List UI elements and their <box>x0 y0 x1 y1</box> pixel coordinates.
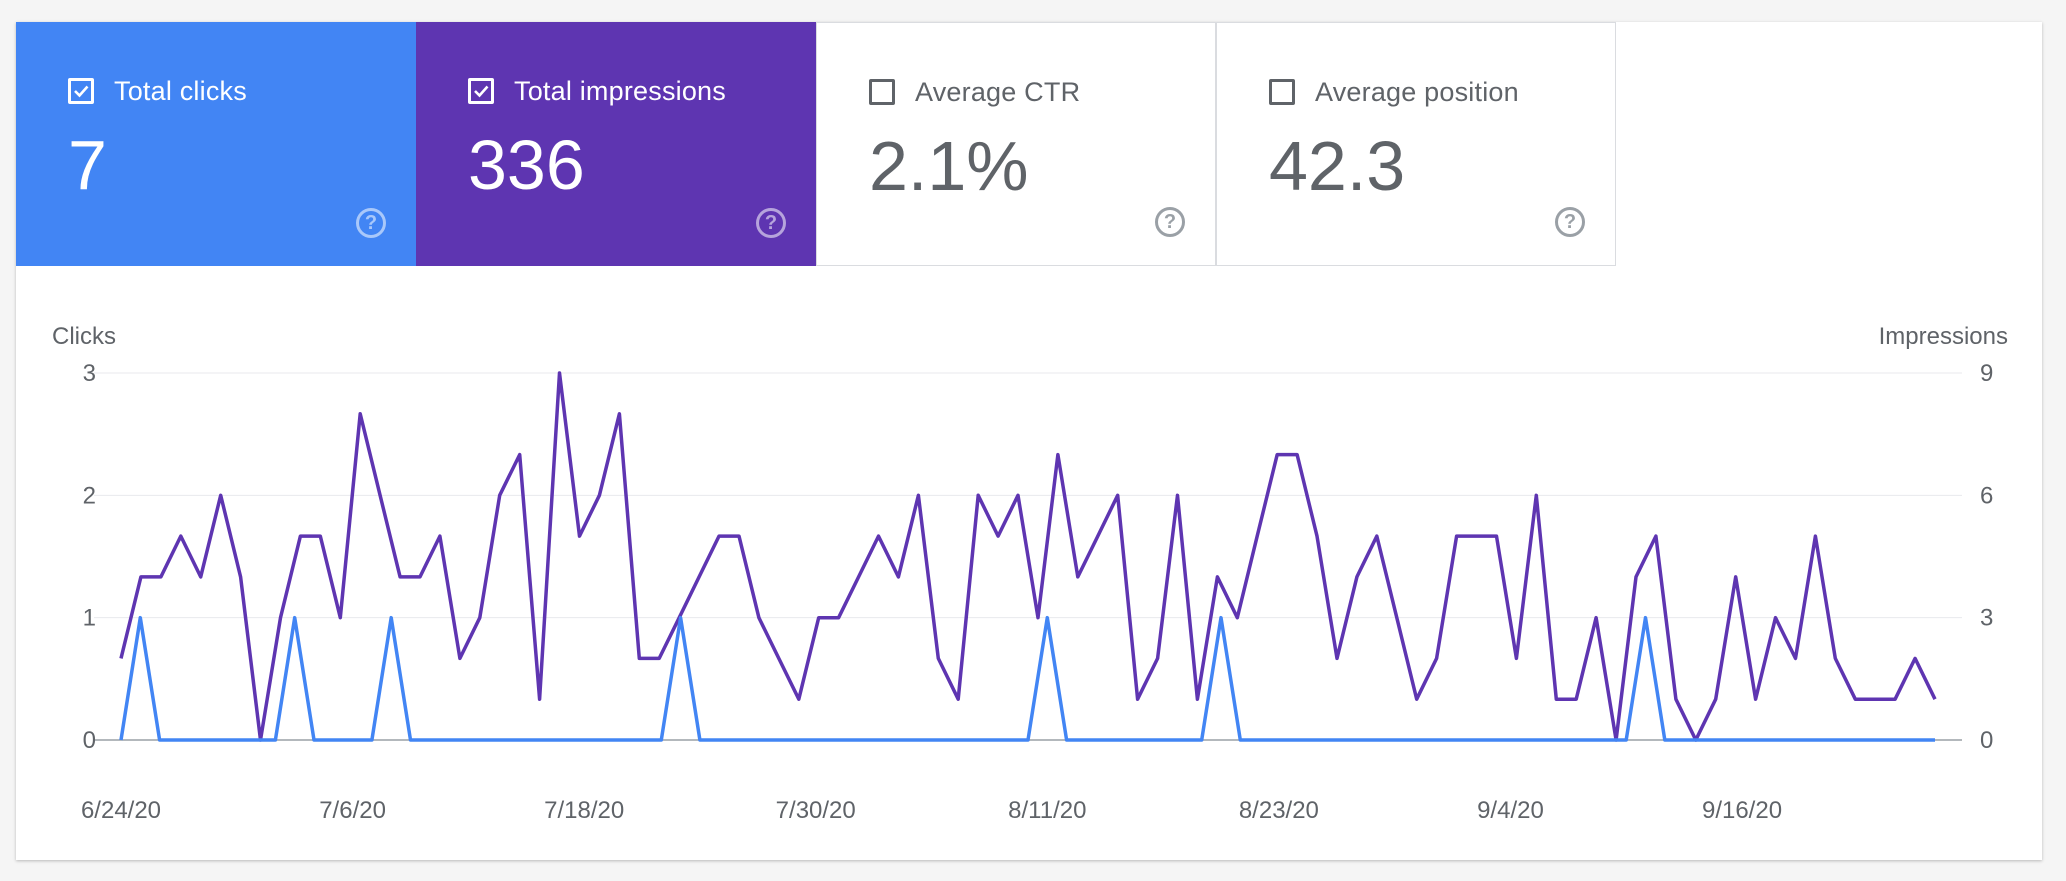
y-axis-title-right: Impressions <box>1879 323 2008 350</box>
series-line-impressions <box>119 371 1937 742</box>
x-tick-label: 8/11/20 <box>1008 797 1086 824</box>
x-tick-label: 9/16/20 <box>1702 797 1782 824</box>
y-tick-label-right: 3 <box>1980 605 1993 632</box>
y-tick-label-left: 0 <box>83 727 96 754</box>
checkbox-icon[interactable] <box>68 78 94 104</box>
tile-label: Total clicks <box>114 76 247 106</box>
tile-value: 336 <box>468 126 585 204</box>
y-tick-label-right: 0 <box>1980 727 1993 754</box>
performance-chart: Clicks Impressions 0 1 2 3 0 3 6 9 6/24/20 7/6/20… <box>52 323 2008 824</box>
series-line-clicks <box>119 615 1935 742</box>
checkbox-icon[interactable] <box>468 78 494 104</box>
tile-average-ctr[interactable]: Average CTR 2.1% ? <box>816 22 1216 266</box>
y-tick-label-left: 1 <box>83 605 96 632</box>
axis-ticks: 0 1 2 3 0 3 6 9 6/24/20 7/6/20 7/18/20 7/30/20 8/11/… <box>81 360 1993 824</box>
gridlines <box>94 372 1962 741</box>
help-icon[interactable]: ? <box>1155 207 1185 237</box>
tile-label: Total impressions <box>514 76 726 106</box>
performance-card: Total clicks 7 ? Total impressions 336 ?… <box>16 22 2042 860</box>
y-tick-label-right: 6 <box>1980 482 1993 509</box>
metric-tiles: Total clicks 7 ? Total impressions 336 ?… <box>16 22 1616 266</box>
help-icon[interactable]: ? <box>1555 207 1585 237</box>
tile-value: 42.3 <box>1269 127 1406 205</box>
tile-average-position[interactable]: Average position 42.3 ? <box>1216 22 1616 266</box>
checkbox-icon[interactable] <box>869 79 895 105</box>
y-axis-title-left: Clicks <box>52 323 116 350</box>
x-tick-label: 7/6/20 <box>319 797 386 824</box>
y-tick-label-left: 2 <box>83 482 96 509</box>
help-icon[interactable]: ? <box>756 208 786 238</box>
x-tick-label: 6/24/20 <box>81 797 161 824</box>
checkbox-icon[interactable] <box>1269 79 1295 105</box>
tile-total-impressions[interactable]: Total impressions 336 ? <box>416 22 816 266</box>
y-tick-label-left: 3 <box>83 360 96 387</box>
tile-label: Average CTR <box>915 77 1081 107</box>
x-tick-label: 7/30/20 <box>776 797 856 824</box>
x-tick-label: 7/18/20 <box>544 797 624 824</box>
tile-label: Average position <box>1315 77 1519 107</box>
y-tick-label-right: 9 <box>1980 360 1993 387</box>
tile-value: 2.1% <box>869 127 1029 205</box>
help-icon[interactable]: ? <box>356 208 386 238</box>
series-lines <box>119 371 1937 742</box>
x-tick-label: 9/4/20 <box>1477 797 1544 824</box>
tile-total-clicks[interactable]: Total clicks 7 ? <box>16 22 416 266</box>
tile-value: 7 <box>68 126 107 204</box>
x-tick-label: 8/23/20 <box>1239 797 1319 824</box>
